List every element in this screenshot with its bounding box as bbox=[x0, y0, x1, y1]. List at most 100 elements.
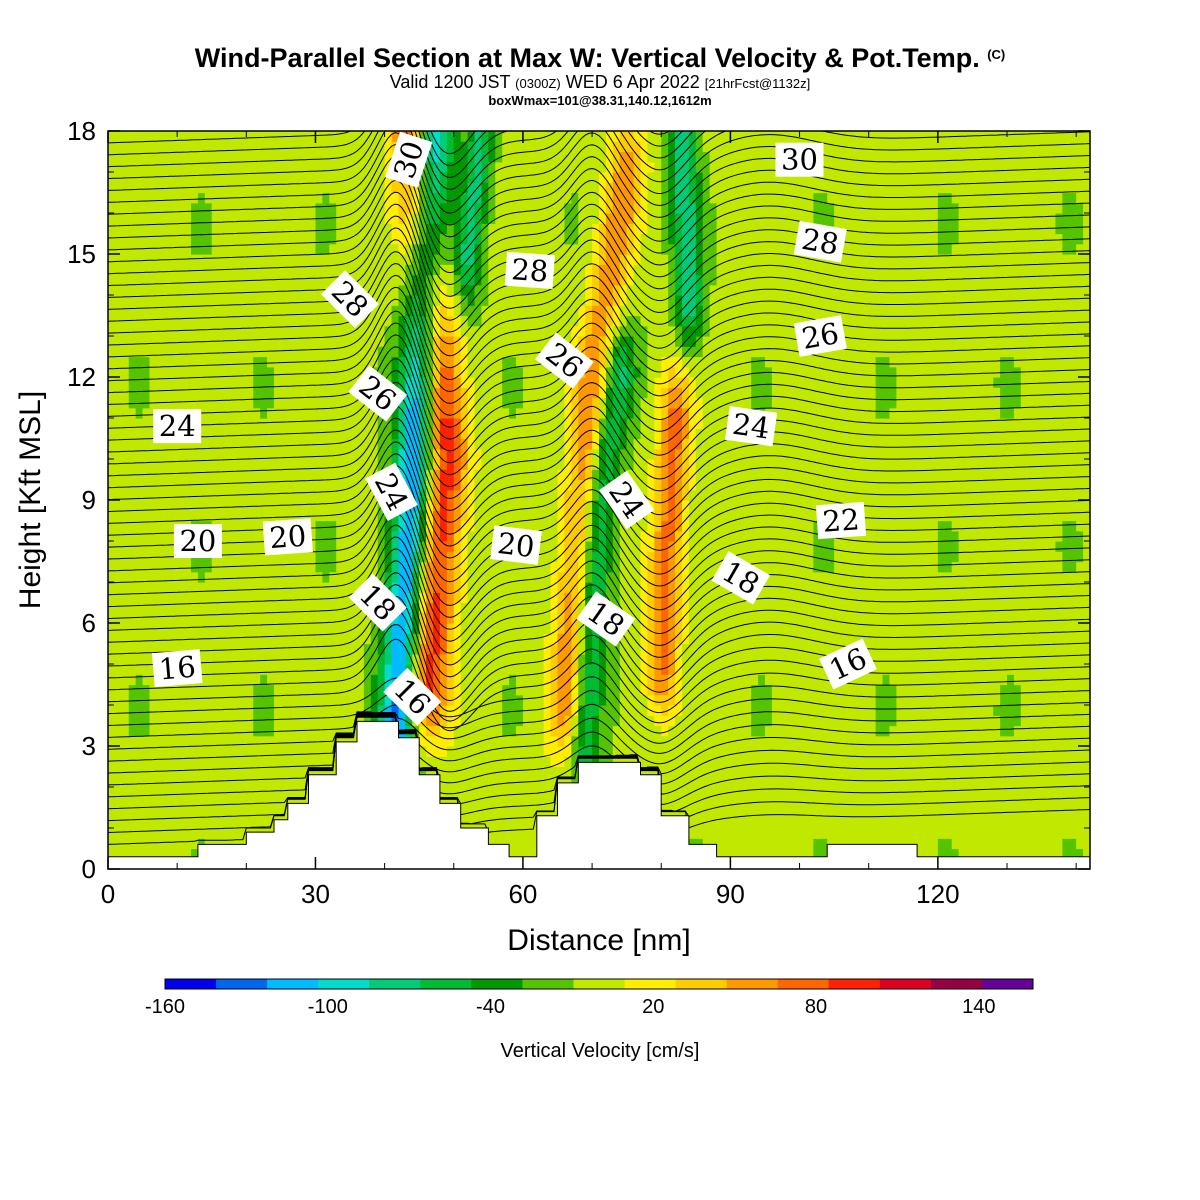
w-cell bbox=[944, 735, 953, 747]
w-cell bbox=[156, 582, 164, 593]
w-cell bbox=[108, 664, 116, 675]
w-cell bbox=[1062, 561, 1070, 573]
w-cell bbox=[758, 664, 766, 675]
w-cell bbox=[813, 694, 821, 706]
w-cell bbox=[702, 551, 711, 563]
w-cell bbox=[1083, 623, 1090, 634]
w-cell bbox=[446, 582, 455, 593]
w-cell bbox=[315, 643, 323, 655]
w-cell bbox=[688, 776, 697, 788]
w-cell bbox=[218, 510, 227, 522]
w-cell bbox=[419, 664, 427, 675]
w-cell bbox=[827, 725, 835, 737]
w-cell bbox=[847, 828, 856, 839]
w-cell bbox=[114, 756, 123, 768]
w-cell bbox=[1013, 561, 1022, 573]
w-cell bbox=[979, 612, 987, 624]
w-cell bbox=[764, 582, 773, 593]
w-cell bbox=[958, 674, 967, 686]
w-cell bbox=[343, 705, 351, 716]
w-cell bbox=[592, 541, 600, 552]
w-cell bbox=[737, 735, 745, 747]
w-cell bbox=[550, 643, 559, 655]
w-cell bbox=[433, 735, 441, 747]
w-cell bbox=[744, 725, 752, 737]
w-cell bbox=[599, 684, 607, 696]
w-cell bbox=[322, 571, 330, 583]
w-cell bbox=[1055, 510, 1063, 522]
w-cell bbox=[633, 561, 642, 573]
w-cell bbox=[460, 664, 469, 675]
w-cell bbox=[108, 776, 116, 788]
w-cell bbox=[903, 797, 911, 809]
w-cell bbox=[730, 766, 738, 778]
w-cell bbox=[488, 725, 496, 737]
w-cell bbox=[204, 797, 213, 809]
w-cell bbox=[177, 787, 185, 798]
w-cell bbox=[937, 664, 946, 675]
w-cell bbox=[896, 602, 904, 614]
w-cell bbox=[142, 735, 151, 747]
w-cell bbox=[944, 787, 953, 798]
w-cell bbox=[149, 551, 158, 563]
w-cell bbox=[1007, 684, 1015, 696]
w-cell bbox=[668, 633, 676, 645]
w-cell bbox=[1041, 848, 1050, 860]
w-cell bbox=[937, 602, 946, 614]
w-cell bbox=[287, 612, 296, 624]
w-cell bbox=[329, 520, 337, 532]
w-cell bbox=[114, 551, 123, 563]
w-cell bbox=[730, 756, 738, 768]
w-cell bbox=[225, 715, 234, 727]
w-cell bbox=[820, 787, 828, 798]
w-cell bbox=[785, 756, 794, 768]
w-cell bbox=[688, 735, 697, 747]
w-cell bbox=[343, 664, 351, 675]
w-cell bbox=[273, 694, 282, 706]
w-cell bbox=[896, 705, 904, 716]
w-cell bbox=[744, 674, 752, 686]
w-cell bbox=[820, 776, 828, 788]
w-cell bbox=[965, 848, 974, 860]
w-cell bbox=[135, 592, 144, 604]
w-cell bbox=[785, 807, 794, 819]
w-cell bbox=[329, 530, 337, 542]
w-cell bbox=[924, 787, 932, 798]
w-cell bbox=[142, 530, 151, 542]
w-cell bbox=[827, 787, 835, 798]
w-cell bbox=[654, 735, 662, 747]
w-cell bbox=[1007, 715, 1015, 727]
w-cell bbox=[529, 776, 538, 788]
w-cell bbox=[903, 828, 911, 839]
w-cell bbox=[841, 725, 849, 737]
w-cell bbox=[924, 633, 932, 645]
w-cell bbox=[1083, 807, 1090, 819]
w-cell bbox=[681, 735, 690, 747]
w-cell bbox=[903, 520, 911, 532]
w-cell bbox=[571, 551, 579, 563]
w-cell bbox=[211, 664, 220, 675]
w-cell bbox=[287, 797, 296, 809]
w-cell bbox=[232, 530, 240, 542]
w-cell bbox=[896, 797, 904, 809]
w-cell bbox=[495, 694, 503, 706]
w-cell bbox=[522, 848, 531, 860]
w-cell bbox=[640, 571, 649, 583]
w-cell bbox=[633, 582, 642, 593]
w-cell bbox=[868, 828, 877, 839]
w-cell bbox=[350, 633, 358, 645]
w-cell bbox=[730, 653, 738, 665]
w-cell bbox=[246, 664, 254, 675]
w-cell bbox=[827, 807, 835, 819]
w-cell bbox=[232, 705, 240, 716]
w-cell bbox=[958, 746, 967, 757]
w-cell bbox=[197, 500, 206, 511]
w-cell bbox=[550, 510, 559, 522]
w-cell bbox=[149, 807, 158, 819]
w-cell bbox=[1041, 653, 1050, 665]
w-cell bbox=[225, 510, 234, 522]
w-cell bbox=[668, 612, 676, 624]
w-cell bbox=[128, 807, 137, 819]
w-cell bbox=[363, 571, 372, 583]
w-cell bbox=[467, 694, 476, 706]
